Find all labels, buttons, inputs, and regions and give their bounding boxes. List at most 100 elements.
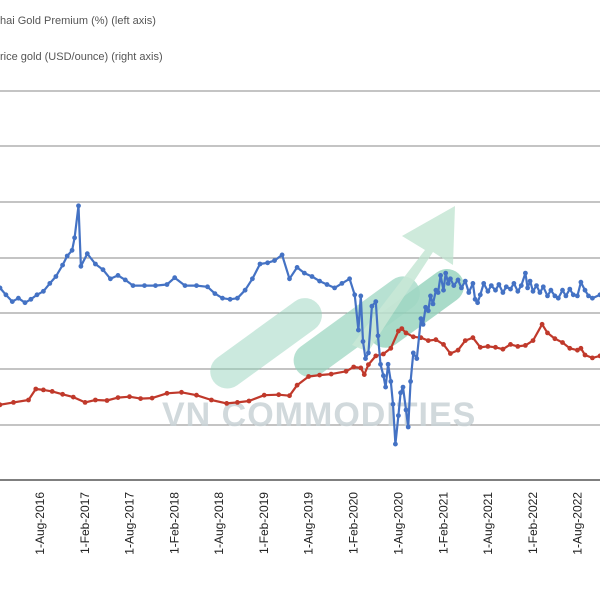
data-point bbox=[477, 292, 483, 298]
watermark-logo: VN COMMODITIES bbox=[162, 206, 476, 434]
data-point bbox=[72, 235, 77, 241]
data-point bbox=[451, 283, 457, 288]
data-point bbox=[235, 400, 240, 405]
legend-entry-premium: hai Gold Premium (%) (left axis) bbox=[0, 15, 156, 27]
x-tick-label: 1-Aug-2018 bbox=[212, 492, 226, 555]
data-point bbox=[194, 392, 199, 398]
data-point bbox=[582, 352, 588, 358]
data-point bbox=[511, 281, 517, 286]
data-point bbox=[508, 286, 513, 292]
watermark-text: VN COMMODITIES bbox=[162, 396, 476, 434]
data-point bbox=[343, 368, 349, 374]
data-point bbox=[560, 340, 565, 345]
data-point bbox=[597, 353, 600, 359]
data-point bbox=[84, 251, 90, 257]
data-point bbox=[22, 300, 28, 306]
data-point bbox=[381, 373, 386, 379]
data-point bbox=[82, 400, 88, 405]
data-point bbox=[309, 274, 315, 279]
data-point bbox=[443, 270, 449, 276]
data-point bbox=[423, 304, 428, 310]
data-point bbox=[485, 344, 491, 349]
data-point bbox=[448, 276, 453, 282]
data-point bbox=[388, 345, 394, 351]
data-point bbox=[373, 353, 379, 359]
data-point bbox=[396, 413, 401, 418]
data-point bbox=[597, 292, 600, 298]
data-point bbox=[93, 397, 98, 403]
data-point bbox=[433, 337, 439, 343]
data-point bbox=[590, 355, 595, 361]
data-point bbox=[47, 281, 53, 286]
data-point bbox=[405, 424, 411, 430]
data-point bbox=[537, 290, 543, 295]
data-point bbox=[16, 295, 21, 301]
x-axis-ticks: 1-Aug-2016 1-Feb-2017 1-Aug-2017 1-Feb-2018… bbox=[33, 492, 584, 555]
data-point bbox=[472, 296, 478, 302]
data-point bbox=[410, 334, 416, 340]
data-point bbox=[41, 288, 46, 294]
data-point bbox=[410, 350, 416, 356]
data-point bbox=[567, 286, 573, 292]
data-point bbox=[400, 384, 406, 390]
data-point bbox=[49, 389, 55, 394]
data-point bbox=[523, 270, 528, 276]
data-point bbox=[261, 392, 267, 398]
data-point bbox=[578, 345, 584, 351]
data-point bbox=[477, 344, 483, 350]
data-point bbox=[525, 285, 530, 291]
data-point bbox=[358, 293, 364, 299]
data-point bbox=[539, 321, 545, 327]
data-point bbox=[360, 339, 366, 344]
data-point bbox=[570, 292, 576, 298]
data-point bbox=[363, 356, 368, 361]
data-point bbox=[306, 374, 311, 379]
data-point bbox=[575, 293, 580, 299]
data-point bbox=[100, 267, 106, 273]
data-point bbox=[470, 335, 476, 341]
data-point bbox=[420, 322, 426, 327]
data-point bbox=[279, 252, 285, 258]
data-point bbox=[272, 258, 277, 263]
x-tick-label: 1-Aug-2019 bbox=[302, 492, 316, 555]
data-point bbox=[212, 291, 218, 296]
data-point bbox=[93, 261, 98, 267]
data-point bbox=[130, 283, 136, 288]
data-point bbox=[567, 345, 573, 351]
data-point bbox=[287, 393, 292, 399]
x-tick-label: 1-Aug-2020 bbox=[391, 492, 405, 555]
data-point bbox=[317, 278, 322, 284]
data-point bbox=[383, 384, 388, 390]
data-point bbox=[366, 350, 371, 356]
data-point bbox=[500, 346, 506, 352]
data-point bbox=[590, 295, 595, 301]
data-point bbox=[70, 394, 76, 400]
data-point bbox=[358, 365, 364, 371]
data-point bbox=[33, 386, 39, 392]
data-point bbox=[438, 273, 443, 278]
data-point bbox=[242, 287, 248, 293]
x-tick-label: 1-Aug-2017 bbox=[123, 492, 137, 555]
data-point bbox=[347, 276, 352, 282]
data-point bbox=[265, 260, 270, 266]
data-point bbox=[78, 263, 84, 269]
data-point bbox=[393, 441, 398, 447]
x-tick-label: 1-Feb-2022 bbox=[526, 492, 540, 554]
data-point bbox=[3, 292, 9, 298]
data-point bbox=[369, 303, 375, 309]
data-point bbox=[257, 261, 263, 267]
data-point bbox=[205, 284, 210, 290]
data-point bbox=[220, 295, 225, 301]
x-tick-label: 1-Aug-2021 bbox=[481, 492, 495, 555]
data-point bbox=[138, 396, 144, 401]
data-point bbox=[69, 247, 75, 253]
data-point bbox=[485, 288, 491, 294]
data-point bbox=[104, 398, 110, 403]
data-point bbox=[586, 293, 591, 299]
data-point bbox=[64, 253, 70, 259]
data-point bbox=[398, 390, 403, 396]
data-point bbox=[455, 277, 461, 283]
data-point bbox=[352, 292, 358, 298]
data-point bbox=[317, 372, 322, 378]
